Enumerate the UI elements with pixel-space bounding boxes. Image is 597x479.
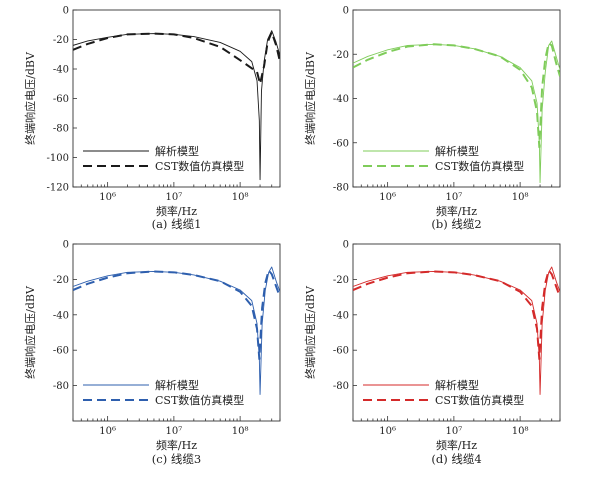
series-line-analytical	[73, 266, 280, 395]
x-axis-label: 频率/Hz	[156, 438, 197, 452]
y-tick-label: -100	[47, 153, 69, 164]
y-tick-label: -20	[333, 50, 349, 61]
y-tick-label: -40	[53, 310, 69, 321]
y-tick-label: -20	[53, 275, 69, 286]
panel-c: 0 -20 -40 -60 -80 10⁶ 10⁷ 10⁸ 频率/Hz 终端响应电压/dBV (c)…	[23, 240, 281, 466]
panel-caption: (a) 线缆1	[152, 217, 202, 231]
x-tick-label: 10⁸	[512, 192, 529, 203]
legend-entry: 解析模型	[435, 378, 479, 392]
y-tick-label: 0	[63, 240, 69, 251]
y-tick-label: -120	[47, 183, 69, 194]
y-tick-label: -40	[53, 65, 69, 76]
x-tick-label: 10⁶	[99, 192, 116, 203]
x-tick-label: 10⁷	[166, 192, 183, 203]
y-tick-label: 0	[343, 240, 349, 251]
y-tick-label: -40	[333, 310, 349, 321]
legend-entry: CST数值仿真模型	[155, 159, 244, 173]
series-line-cst	[353, 42, 560, 149]
x-axis-label: 频率/Hz	[436, 204, 477, 218]
panel-a: 0 -20 -40 -60 -80 -100 -120 10⁶ 10⁷ 10⁸ 频率/Hz 终端响应电…	[23, 6, 281, 231]
panel-d: 0 -20 -40 -60 -80 10⁶ 10⁷ 10⁸ 频率/Hz 终端响应电压/dBV (d)…	[303, 240, 561, 466]
series-line-cst	[73, 269, 280, 361]
x-tick-label: 10⁶	[379, 426, 396, 437]
x-tick-label: 10⁷	[446, 192, 463, 203]
legend-entry: CST数值仿真模型	[435, 159, 524, 173]
plot-frame	[352, 243, 561, 422]
y-tick-label: -60	[333, 346, 349, 357]
y-tick-label: -80	[333, 381, 349, 392]
y-tick-label: -60	[333, 138, 349, 149]
y-tick-label: -80	[333, 183, 349, 194]
y-tick-label: 0	[63, 6, 69, 17]
panel-caption: (b) 线缆2	[431, 217, 481, 231]
plot-frame	[72, 243, 281, 422]
x-tick-label: 10⁷	[446, 426, 463, 437]
x-tick-label: 10⁸	[232, 426, 249, 437]
y-axis-label: 终端响应电压/dBV	[303, 285, 317, 379]
x-tick-label: 10⁸	[512, 426, 529, 437]
x-tick-label: 10⁶	[379, 192, 396, 203]
legend-entry: 解析模型	[435, 144, 479, 158]
panel-caption: (d) 线缆4	[431, 452, 481, 466]
y-tick-label: -80	[53, 381, 69, 392]
x-tick-label: 10⁸	[232, 192, 249, 203]
panel-b: 0 -20 -40 -60 -80 10⁶ 10⁷ 10⁸ 频率/Hz 终端响应电压/dBV (b)…	[303, 6, 561, 231]
y-tick-label: -20	[333, 275, 349, 286]
series-line-cst	[73, 31, 280, 85]
y-tick-label: 0	[343, 6, 349, 17]
series-line-cst	[353, 269, 560, 361]
legend-entry: CST数值仿真模型	[435, 393, 524, 407]
x-tick-label: 10⁷	[166, 426, 183, 437]
y-axis-label: 终端响应电压/dBV	[23, 51, 37, 145]
y-tick-label: -80	[53, 124, 69, 135]
x-tick-label: 10⁶	[99, 426, 116, 437]
legend-entry: 解析模型	[155, 144, 199, 158]
y-tick-label: -40	[333, 94, 349, 105]
y-axis-label: 终端响应电压/dBV	[23, 285, 37, 379]
y-axis-label: 终端响应电压/dBV	[303, 51, 317, 145]
x-axis-label: 频率/Hz	[156, 204, 197, 218]
y-tick-label: -60	[53, 346, 69, 357]
panel-caption: (c) 线缆3	[152, 452, 201, 466]
x-axis-label: 频率/Hz	[436, 438, 477, 452]
series-line-analytical	[353, 40, 560, 184]
y-tick-label: -20	[53, 35, 69, 46]
legend-entry: CST数值仿真模型	[155, 393, 244, 407]
series-line-analytical	[353, 266, 560, 395]
y-tick-label: -60	[53, 94, 69, 105]
legend-entry: 解析模型	[155, 378, 199, 392]
